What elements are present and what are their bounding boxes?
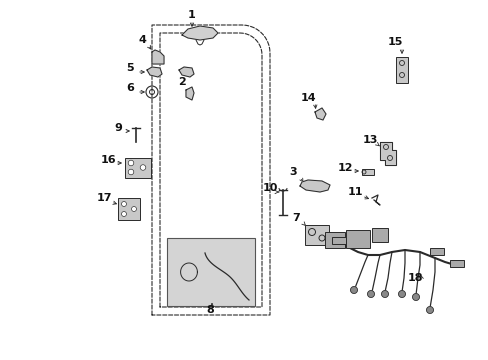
- Text: 12: 12: [337, 163, 352, 173]
- Circle shape: [367, 291, 374, 297]
- Bar: [371, 228, 387, 242]
- Polygon shape: [299, 180, 329, 192]
- Text: 18: 18: [407, 273, 422, 283]
- Polygon shape: [185, 87, 194, 100]
- Circle shape: [131, 207, 136, 212]
- Bar: [449, 260, 463, 267]
- Text: 17: 17: [96, 193, 112, 203]
- Circle shape: [121, 212, 126, 216]
- Bar: [305, 225, 328, 245]
- Bar: [346, 230, 369, 248]
- Text: 4: 4: [138, 35, 145, 45]
- Text: 5: 5: [126, 63, 134, 73]
- Text: 9: 9: [114, 123, 122, 133]
- Text: 7: 7: [291, 213, 299, 223]
- Text: 3: 3: [288, 167, 296, 177]
- Text: 1: 1: [188, 10, 196, 20]
- Bar: [125, 158, 151, 178]
- Bar: [361, 169, 373, 175]
- Circle shape: [412, 293, 419, 301]
- Text: 11: 11: [346, 187, 362, 197]
- Bar: [167, 238, 254, 306]
- Circle shape: [398, 291, 405, 297]
- Circle shape: [121, 202, 126, 207]
- Polygon shape: [314, 108, 325, 120]
- Bar: [429, 248, 443, 255]
- Polygon shape: [182, 26, 218, 40]
- Bar: [325, 232, 345, 248]
- Text: 15: 15: [386, 37, 402, 47]
- Bar: [118, 198, 140, 220]
- Circle shape: [128, 160, 134, 166]
- Text: 14: 14: [300, 93, 315, 103]
- Circle shape: [350, 287, 357, 293]
- Text: 2: 2: [178, 77, 185, 87]
- Circle shape: [381, 291, 387, 297]
- Circle shape: [140, 165, 145, 170]
- Bar: [331, 237, 346, 244]
- Polygon shape: [152, 50, 163, 64]
- Circle shape: [426, 306, 433, 314]
- Text: 13: 13: [362, 135, 377, 145]
- Text: 10: 10: [262, 183, 277, 193]
- Polygon shape: [179, 67, 194, 77]
- Circle shape: [128, 169, 134, 175]
- Text: 16: 16: [100, 155, 116, 165]
- Text: 8: 8: [206, 305, 213, 315]
- Polygon shape: [147, 67, 162, 77]
- Polygon shape: [379, 142, 395, 165]
- Bar: [395, 57, 407, 83]
- Text: 6: 6: [126, 83, 134, 93]
